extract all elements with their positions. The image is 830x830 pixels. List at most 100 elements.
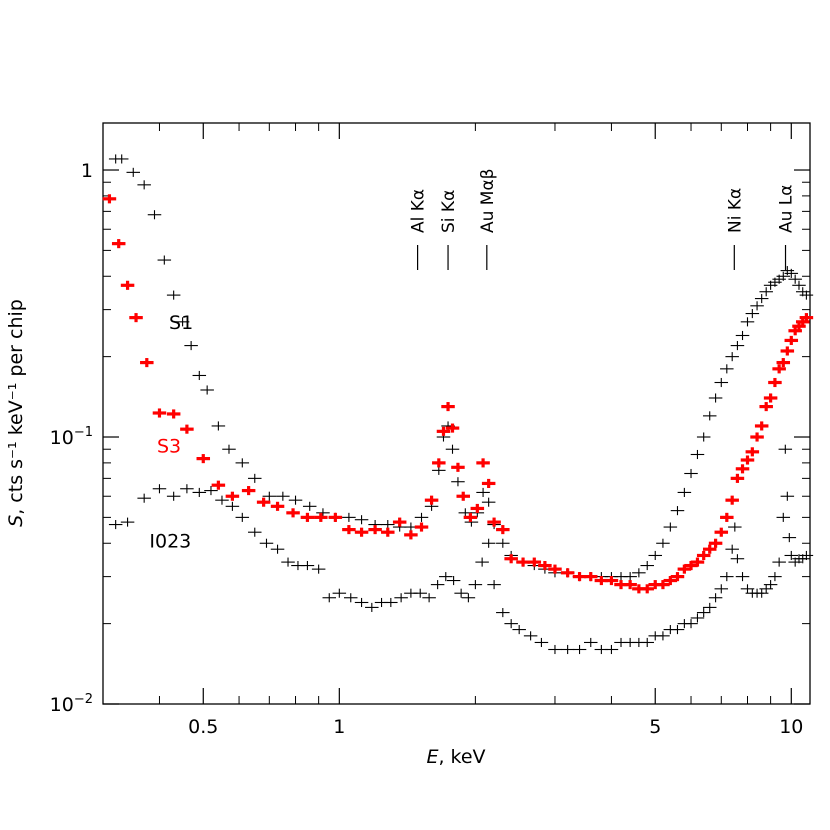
data-point [192, 487, 207, 497]
data-point [180, 484, 194, 494]
data-point [720, 364, 734, 374]
data-point [166, 409, 181, 419]
data-point [314, 512, 328, 522]
data-point [496, 538, 510, 548]
data-point [300, 561, 315, 571]
data-point [476, 458, 490, 468]
data-point [120, 517, 135, 527]
data-point [640, 637, 654, 648]
y-tick-mantissa: 10 [50, 427, 74, 449]
data-point [778, 444, 793, 454]
data-point [211, 480, 226, 490]
data-point [487, 517, 501, 527]
data-point [670, 625, 685, 635]
data-point [475, 557, 489, 567]
data-point [730, 554, 745, 564]
data-point [740, 317, 755, 327]
data-point [152, 484, 167, 494]
data-point [725, 544, 739, 554]
data-point [476, 487, 490, 497]
data-point [735, 464, 750, 474]
data-point [454, 588, 468, 598]
data-point [413, 588, 427, 598]
line-marker-label: Ni Kα [725, 188, 745, 233]
data-point [623, 572, 637, 582]
data-point [496, 608, 510, 618]
data-point [656, 580, 670, 590]
data-point [799, 313, 814, 323]
data-point [663, 575, 678, 586]
data-point [180, 424, 194, 434]
data-point [424, 495, 439, 505]
data-point [780, 491, 795, 501]
data-point [235, 512, 250, 522]
data-point [670, 506, 685, 516]
data-point [451, 477, 465, 487]
data-point [288, 495, 303, 505]
data-point [451, 462, 465, 472]
data-point [725, 352, 739, 362]
data-point [640, 584, 654, 594]
data-point [481, 478, 496, 488]
data-point [656, 538, 670, 548]
data-point [147, 210, 162, 220]
data-point [776, 512, 791, 522]
data-point [114, 154, 129, 164]
x-tick-label: 1 [333, 716, 345, 738]
data-point [799, 290, 814, 300]
y-axis-title-unit: , cts s⁻¹ keV⁻¹ per chip [5, 299, 27, 515]
data-point [404, 530, 418, 540]
data-point [763, 393, 778, 403]
data-point [754, 421, 769, 431]
data-point [445, 423, 460, 433]
data-point [468, 580, 483, 590]
data-point [166, 290, 181, 300]
data-point [414, 522, 429, 532]
data-point [560, 644, 575, 655]
data-point [487, 580, 501, 590]
data-point [137, 493, 151, 503]
x-axis-title-var: E [426, 746, 438, 768]
data-point [784, 268, 799, 278]
data-point [422, 593, 436, 603]
data-point [481, 497, 496, 507]
line-marker-label: Al Kα [409, 189, 429, 233]
data-point [708, 593, 723, 603]
data-point [276, 491, 290, 501]
data-point [456, 491, 470, 501]
data-point [241, 486, 256, 496]
data-point [196, 454, 211, 464]
series-label-i023: I023 [149, 530, 191, 552]
data-point [745, 447, 760, 457]
data-point [184, 341, 198, 351]
data-point [157, 255, 172, 265]
data-point [302, 501, 317, 511]
x-axis-title: E, keV [426, 746, 485, 768]
data-point [354, 515, 369, 525]
line-marker-label: Au Lα [777, 185, 797, 234]
data-point [281, 557, 295, 567]
data-point [504, 554, 518, 564]
data-point [381, 520, 395, 530]
data-point [782, 533, 797, 543]
data-point [714, 584, 729, 594]
data-point [708, 538, 723, 548]
data-point [175, 317, 190, 327]
data-point [730, 341, 745, 351]
data-point [776, 271, 791, 281]
y-axis: 110−110−2 [50, 160, 810, 716]
series-s3 [102, 194, 814, 594]
data-point [670, 572, 685, 582]
data-point [436, 426, 451, 436]
data-point [799, 550, 814, 561]
data-point [439, 572, 453, 582]
data-point [441, 402, 455, 412]
y-tick-mantissa: 1 [81, 160, 93, 182]
data-point [740, 455, 755, 465]
y-tick-exponent: −1 [74, 425, 93, 440]
data-point [354, 527, 369, 537]
data-point [211, 421, 226, 431]
data-point [137, 180, 151, 190]
data-point [750, 301, 764, 311]
data-point [663, 522, 678, 532]
